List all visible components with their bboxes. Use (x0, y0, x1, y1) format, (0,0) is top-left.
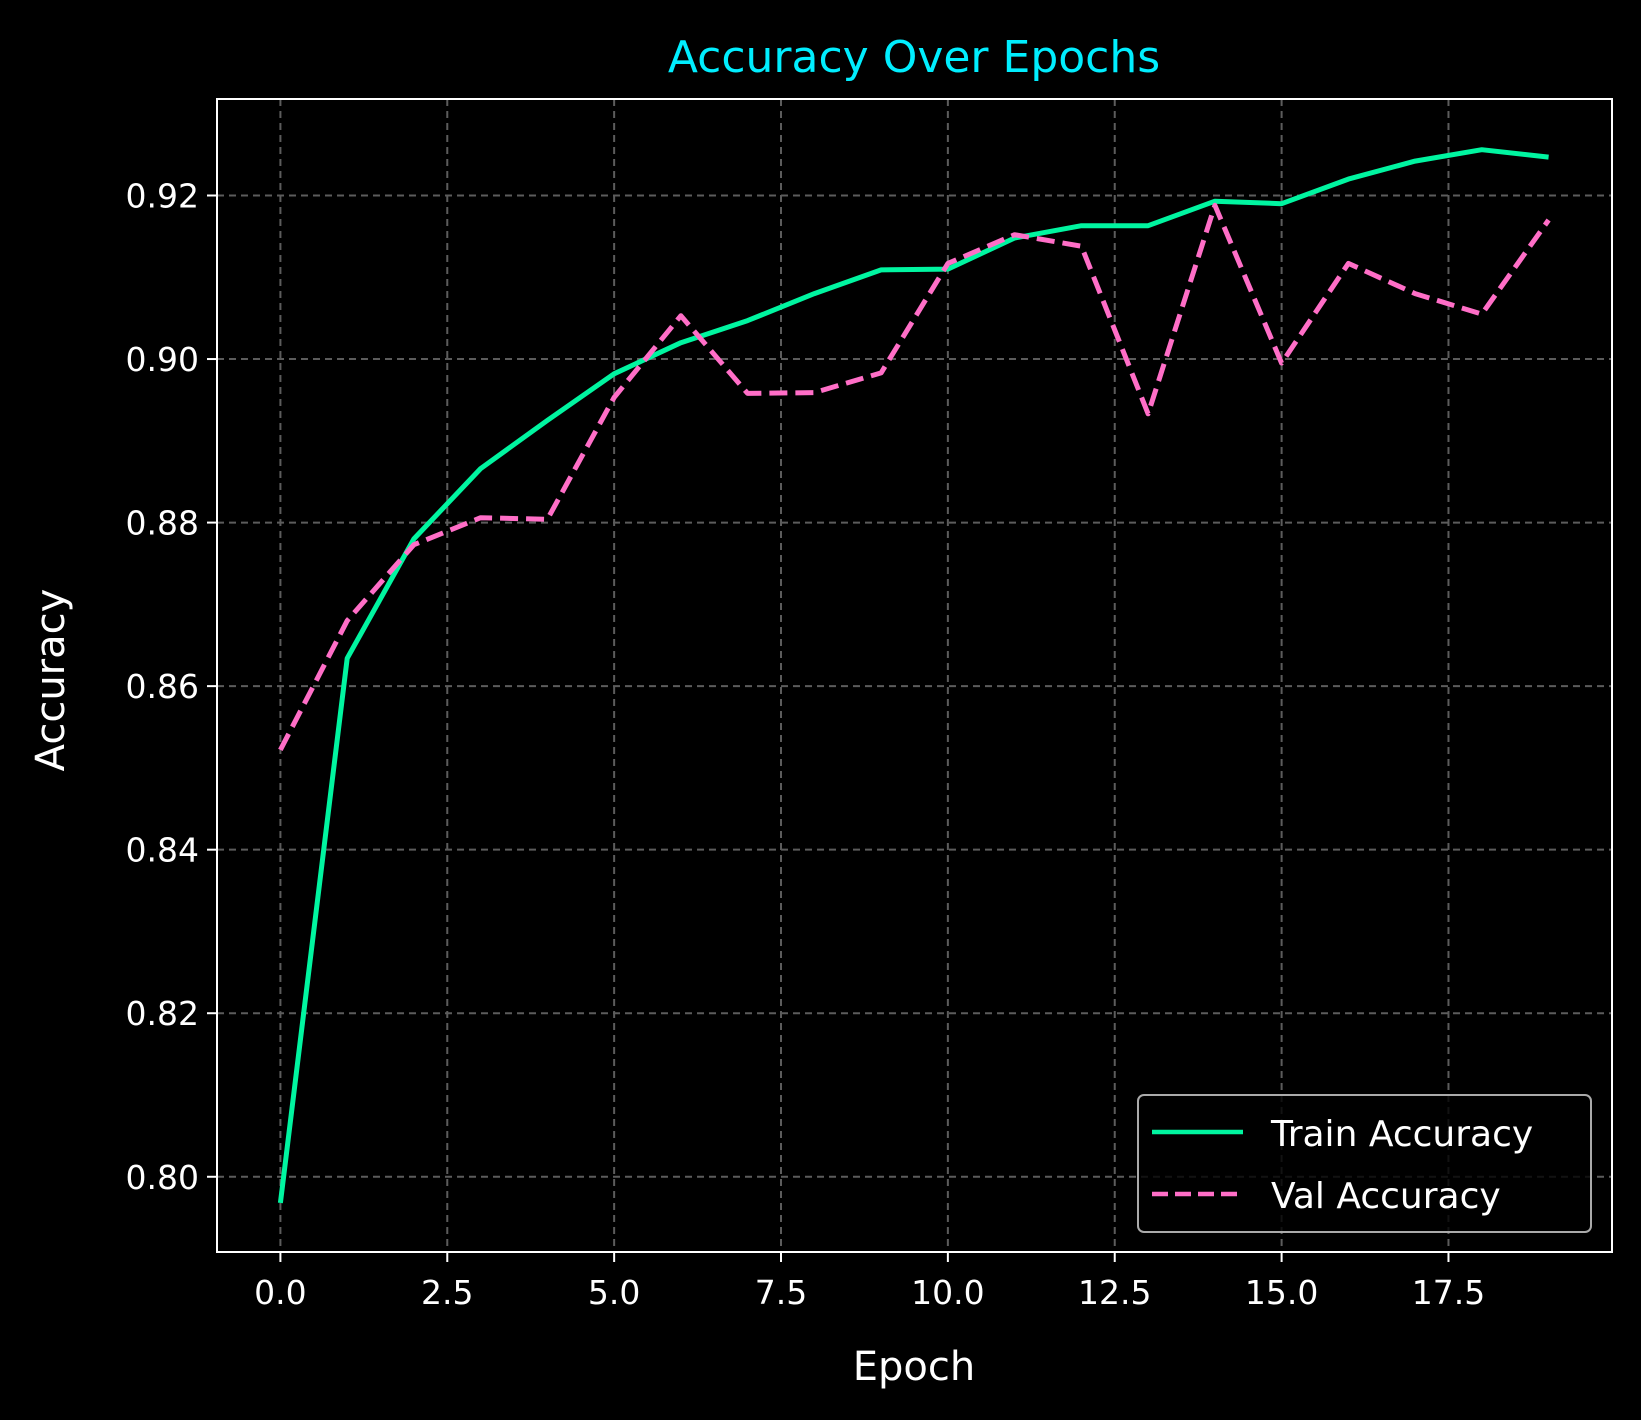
legend-val-label: Val Accuracy (1271, 1176, 1501, 1217)
y-tick-label: 0.92 (126, 176, 199, 215)
x-tick-label: 15.0 (1245, 1273, 1318, 1312)
train-accuracy-line (277, 147, 1549, 1204)
x-tick-label: 17.5 (1412, 1273, 1485, 1312)
y-tick-label: 0.82 (126, 994, 199, 1033)
y-tick-label: 0.80 (126, 1158, 199, 1197)
legend-train-label: Train Accuracy (1270, 1114, 1533, 1155)
chart-title: Accuracy Over Epochs (668, 32, 1160, 83)
grid-layer (217, 99, 1612, 1252)
y-axis-label: Accuracy (28, 589, 74, 772)
y-tick-label: 0.88 (126, 504, 199, 543)
legend: Train Accuracy Val Accuracy (1137, 1094, 1592, 1233)
val-accuracy-line (278, 202, 1551, 752)
x-tick-label: 0.0 (254, 1273, 306, 1312)
x-axis-label: Epoch (853, 1344, 975, 1390)
plot-frame (216, 98, 1613, 1253)
y-tick-label: 0.86 (126, 667, 199, 706)
series-layer (277, 147, 1551, 1204)
x-tick-label: 5.0 (588, 1273, 640, 1312)
y-tick-label: 0.90 (126, 340, 199, 379)
x-tick-label: 7.5 (755, 1273, 807, 1312)
y-tick-label: 0.84 (126, 831, 199, 870)
x-tick-label: 2.5 (421, 1273, 473, 1312)
tick-layer: 0.0 2.5 5.0 7.5 10.0 12.5 15.0 17.5 0.80 0.82 0.84… (126, 176, 1486, 1312)
x-tick-label: 12.5 (1078, 1273, 1151, 1312)
x-tick-label: 10.0 (911, 1273, 984, 1312)
legend-box (1137, 1094, 1592, 1233)
